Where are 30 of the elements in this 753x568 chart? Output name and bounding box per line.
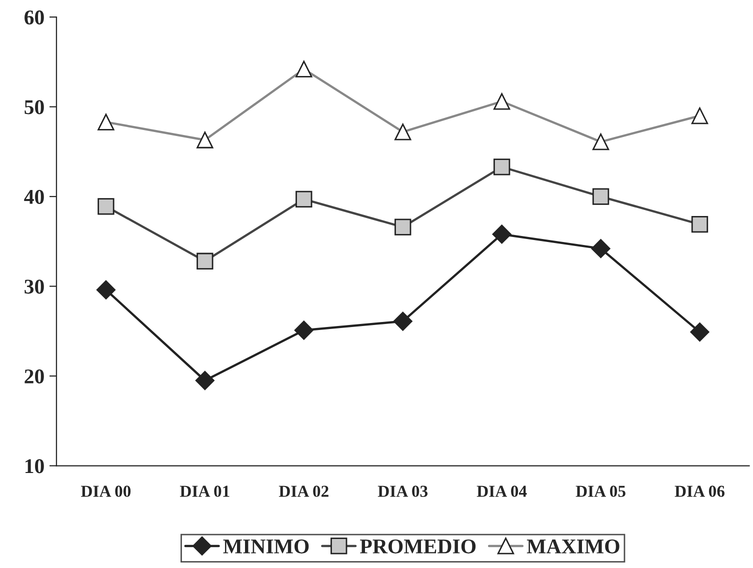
legend-label: PROMEDIO: [360, 539, 476, 554]
x-tick-label: DIA 01: [180, 486, 230, 497]
point: [592, 188, 610, 205]
point: [591, 239, 610, 258]
x-tick-label: DIA 05: [576, 486, 626, 497]
point: [394, 218, 412, 236]
x-tick-label: DIA 00: [81, 486, 131, 497]
point: [493, 158, 510, 176]
point: [195, 370, 214, 390]
point: [492, 224, 512, 244]
point: [96, 280, 116, 300]
y-tick-label: 30: [24, 280, 44, 294]
y-tick-label: 10: [26, 459, 44, 474]
point: [294, 320, 314, 340]
point: [393, 312, 412, 331]
point: [296, 190, 312, 208]
x-tick-label: DIA 03: [378, 486, 428, 497]
legend-label: MINIMO: [223, 539, 309, 554]
y-tick-label: 20: [24, 369, 44, 384]
point: [196, 252, 214, 270]
legend-label: MAXIMO: [526, 539, 620, 554]
y-tick-label: 40: [24, 190, 44, 204]
x-tick-label: DIA 04: [476, 486, 527, 497]
point: [690, 322, 710, 342]
y-tick-label: 60: [24, 10, 44, 24]
x-tick-label: DIA 02: [278, 486, 328, 497]
point: [98, 198, 114, 215]
point: [691, 216, 708, 233]
x-tick-label: DIA 06: [674, 486, 724, 497]
y-tick-label: 50: [24, 100, 44, 114]
